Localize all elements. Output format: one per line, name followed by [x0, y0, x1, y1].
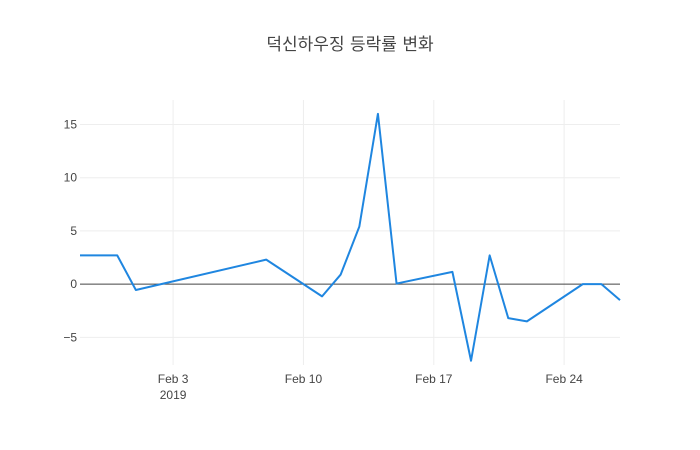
y-axis: −5 0 5 10 15 [63, 117, 77, 344]
chart-title: 덕신하우징 등락률 변화 [266, 35, 434, 55]
y-tick-label: 5 [70, 224, 77, 238]
x-tick-year-label: 2019 [160, 388, 187, 402]
series-line [80, 112, 621, 362]
x-axis: Feb 3 2019 Feb 10 Feb 17 Feb 24 [158, 372, 583, 402]
y-tick-label: 0 [70, 277, 77, 291]
x-tick-label: Feb 3 [158, 372, 189, 386]
grid-layer [80, 100, 620, 365]
x-tick-label: Feb 17 [415, 372, 453, 386]
x-tick-label: Feb 24 [545, 372, 583, 386]
series-layer [80, 112, 621, 362]
y-tick-label: −5 [63, 330, 77, 344]
y-tick-label: 15 [64, 117, 78, 131]
x-tick-label: Feb 10 [285, 372, 323, 386]
y-tick-label: 10 [64, 171, 78, 185]
